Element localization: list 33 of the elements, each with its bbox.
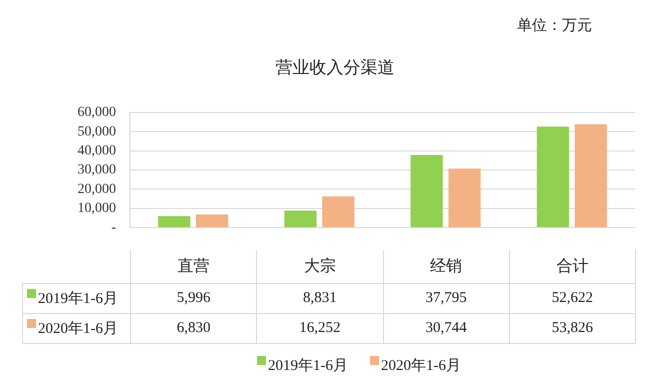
data-label: 16,252 — [256, 314, 383, 344]
bar — [158, 216, 190, 228]
y-tick-label: - — [111, 220, 116, 236]
x-tick-label: 直营 — [130, 250, 257, 284]
y-tick-label: 10,000 — [78, 201, 116, 216]
bar — [322, 196, 354, 228]
bar — [574, 124, 607, 228]
text: 2019年1-6月 — [268, 358, 348, 374]
bar — [410, 155, 443, 228]
bar — [284, 210, 317, 228]
text: 单位：万元 — [517, 18, 592, 34]
data-label: 53,826 — [509, 314, 636, 344]
y-tick-label: 30,000 — [78, 162, 116, 178]
bar — [196, 214, 228, 228]
data-label: 8,831 — [256, 284, 383, 314]
y-tick-label: 20,000 — [78, 182, 116, 197]
x-tick-label: 经销 — [383, 250, 510, 284]
data-label: 6,830 — [130, 314, 257, 344]
data-label: 52,622 — [509, 284, 636, 314]
text: 2020年1-6月 — [381, 358, 461, 374]
chart-title: 营业收入分渠道 — [274, 57, 396, 79]
y-tick-label: 50,000 — [78, 124, 116, 140]
bar — [448, 168, 481, 228]
y-tick-label: 40,000 — [78, 143, 116, 158]
data-label: 37,795 — [383, 284, 510, 314]
legend-label: 2019年1-6月 — [38, 291, 118, 307]
data-label: 30,744 — [383, 314, 510, 344]
x-tick-label: 大宗 — [256, 250, 383, 284]
x-tick-label: 合计 — [509, 250, 636, 284]
data-label: 5,996 — [130, 284, 257, 314]
y-tick-label: 60,000 — [78, 105, 116, 120]
legend-label: 2020年1-6月 — [38, 321, 118, 337]
bar — [536, 126, 570, 228]
